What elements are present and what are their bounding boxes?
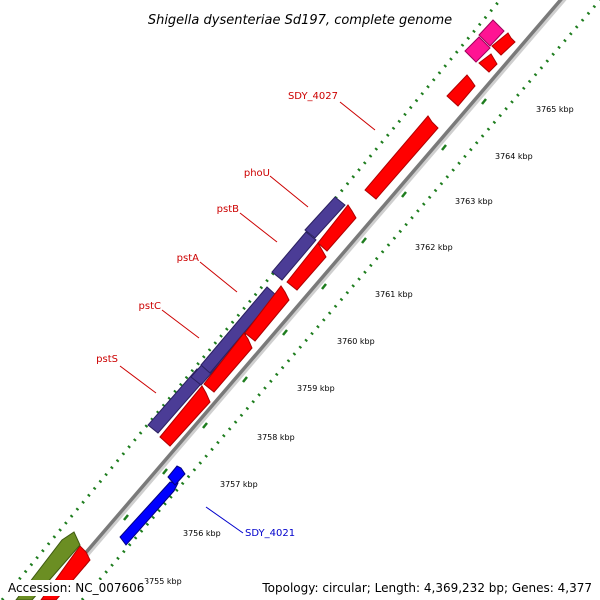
tick-label-3757: 3757 kbp (220, 480, 258, 489)
tick-label-3763: 3763 kbp (455, 197, 493, 206)
label-pstB[interactable]: pstB (217, 204, 239, 215)
leader-SDY_4021 (205, 506, 244, 534)
blue-genes (119, 465, 186, 546)
tick-label-3761: 3761 kbp (375, 290, 413, 299)
gene-SDY_4027[interactable] (364, 115, 439, 200)
label-SDY_4027[interactable]: SDY_4027 (288, 91, 338, 102)
tick-label-3762: 3762 kbp (415, 243, 453, 252)
leader-pstA (199, 261, 238, 293)
label-pstA[interactable]: pstA (177, 253, 199, 264)
label-pstS[interactable]: pstS (96, 354, 118, 365)
gene-SDY_4021[interactable] (119, 481, 179, 546)
label-phoU[interactable]: phoU (244, 168, 270, 179)
inner-dotted-track (80, 0, 600, 600)
forward-strand-genes (40, 32, 516, 600)
gene-red-5[interactable] (317, 204, 357, 252)
gene-red-7[interactable] (478, 53, 498, 73)
leader-pstB (239, 212, 278, 243)
gene-phoU[interactable] (304, 196, 346, 239)
reverse-strand-genes (147, 196, 346, 434)
tick-label-3760: 3760 kbp (337, 337, 375, 346)
gene-blue-small[interactable] (167, 465, 186, 486)
gene-red-4[interactable] (286, 242, 327, 291)
major-ticks (83, 98, 487, 567)
label-SDY_4021[interactable]: SDY_4021 (245, 528, 295, 539)
topology-text: Topology: circular; Length: 4,369,232 bp… (260, 580, 594, 596)
leader-pstC (161, 309, 200, 339)
gene-red-3[interactable] (244, 285, 290, 342)
gene-pink-2[interactable] (478, 19, 505, 47)
pink-genes (464, 19, 505, 63)
leader-SDY_4027 (339, 101, 376, 131)
tick-label-3764: 3764 kbp (495, 152, 533, 161)
leader-pstS (119, 365, 157, 394)
leader-phoU (269, 175, 309, 208)
tick-labels: 3755 kbp 3756 kbp 3757 kbp 3758 kbp 3759… (144, 105, 574, 586)
gene-red-2[interactable] (203, 332, 253, 393)
tick-label-3758: 3758 kbp (257, 433, 295, 442)
gene-labels: SDY_4027 phoU pstB pstA pstC pstS SDY_40… (96, 91, 338, 539)
outer-dotted-track (0, 0, 502, 600)
tick-label-3756: 3756 kbp (183, 529, 221, 538)
tick-label-3755: 3755 kbp (144, 577, 182, 586)
leader-lines (119, 101, 376, 534)
tick-label-3759: 3759 kbp (297, 384, 335, 393)
gene-red-8[interactable] (491, 32, 516, 56)
gene-red-1[interactable] (159, 385, 211, 447)
tick-label-3765: 3765 kbp (536, 105, 574, 114)
gene-pstB[interactable] (271, 231, 317, 281)
map-title: Shigella dysenteriae Sd197, complete gen… (148, 13, 452, 28)
gene-pink-1[interactable] (464, 36, 491, 63)
accession-text: Accession: NC_007606 (6, 580, 147, 596)
genome-backbone (42, 0, 563, 600)
label-pstC[interactable]: pstC (139, 301, 161, 312)
gene-red-6[interactable] (446, 74, 476, 107)
